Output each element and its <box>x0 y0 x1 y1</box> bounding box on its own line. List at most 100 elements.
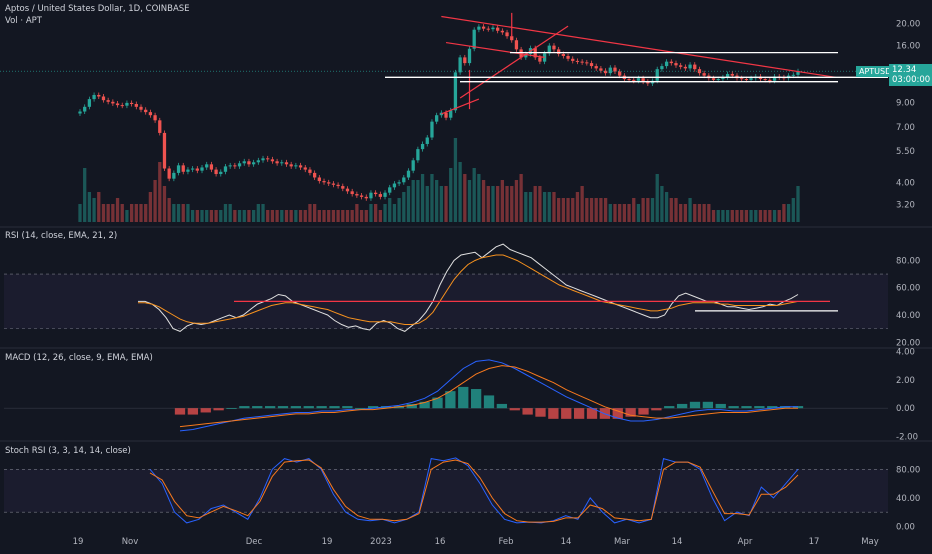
time-axis-tick: 17 <box>809 537 820 547</box>
candle-body <box>500 30 504 33</box>
volume-bar <box>754 210 758 222</box>
volume-bar <box>350 210 354 222</box>
volume-bar <box>782 204 786 222</box>
volume-bar <box>510 186 514 222</box>
volume-bar <box>256 204 260 222</box>
time-axis-tick: 14 <box>672 537 683 547</box>
volume-bar <box>144 204 148 222</box>
indicator-axis-tick: -2.00 <box>896 433 918 443</box>
volume-bar <box>566 198 570 222</box>
candle-body <box>298 165 303 168</box>
candle-body <box>256 160 260 163</box>
candle-body <box>435 115 439 122</box>
volume-bar <box>777 210 781 222</box>
candle-body <box>627 79 631 81</box>
volume-bar <box>439 186 443 222</box>
volume-bar <box>167 198 171 222</box>
breakout-trendline <box>459 25 569 99</box>
macd-histogram-bar <box>638 408 649 415</box>
candle-body <box>364 196 368 199</box>
candle-body <box>331 183 336 185</box>
candle-body <box>486 28 490 30</box>
volume-bar <box>374 204 378 222</box>
volume-bar <box>181 204 185 222</box>
volume-bar <box>402 192 406 222</box>
macd-histogram-bar <box>316 406 327 409</box>
candle-body <box>632 79 636 81</box>
macd-histogram-bar <box>303 406 314 409</box>
volume-bar <box>669 198 673 222</box>
candle-body <box>664 61 669 67</box>
candle-body <box>688 64 692 69</box>
candle-body <box>92 94 96 100</box>
macd-histogram-bar <box>277 406 289 409</box>
candle-body <box>237 163 242 167</box>
volume-bar <box>636 204 641 222</box>
volume-bar <box>115 198 120 222</box>
volume-bar <box>416 180 420 222</box>
symbol-title: Aptos / United States Dollar, 1D, COINBA… <box>5 4 190 14</box>
rsi-line <box>138 243 799 332</box>
indicator-axis-tick: 40.00 <box>896 494 920 504</box>
volume-bar <box>505 186 509 222</box>
volume-bar <box>83 168 87 222</box>
volume-bar <box>646 198 650 222</box>
candle-body <box>589 63 594 67</box>
candle-body <box>524 53 528 58</box>
macd-histogram-bar <box>535 408 546 417</box>
candle-body <box>214 169 218 175</box>
volume-label: Vol · APT <box>5 16 42 26</box>
candle-body <box>350 191 354 195</box>
band-fill <box>4 469 888 513</box>
candle-body <box>186 169 190 172</box>
descending-trendline <box>441 15 836 78</box>
candle-body <box>228 165 232 167</box>
volume-bar <box>552 192 556 222</box>
volume-bar <box>327 210 331 222</box>
stoch-title: Stoch RSI (3, 3, 14, 14, close) <box>5 446 131 456</box>
volume-bar <box>355 204 359 222</box>
volume-bar <box>392 204 397 222</box>
volume-bar <box>289 210 293 222</box>
indicator-axis-tick: 40.00 <box>896 311 920 321</box>
volume-bar <box>589 198 594 222</box>
macd-histogram-bar <box>573 408 585 419</box>
last-price-box: 12.34 03:00:00 <box>889 64 932 86</box>
macd-histogram-bar <box>367 406 379 409</box>
indicator-axis-tick: 2.00 <box>896 376 915 386</box>
candle-body <box>327 182 331 184</box>
candle-body <box>251 162 256 165</box>
candle-body <box>561 53 566 57</box>
candle-body <box>78 111 82 114</box>
volume-bar <box>312 204 317 222</box>
volume-bar <box>219 210 223 222</box>
volume-bar <box>721 210 725 222</box>
candle-body <box>322 181 326 183</box>
macd-histogram-bar <box>496 403 508 409</box>
volume-bar <box>791 198 795 222</box>
volume-bar <box>214 210 218 222</box>
candle-body <box>683 66 688 69</box>
volume-bar <box>261 204 265 222</box>
candle-body <box>148 112 153 116</box>
candle-body <box>679 65 683 67</box>
candle-body <box>505 32 509 37</box>
candle-body <box>270 159 275 162</box>
macd-histogram-bar <box>754 406 765 409</box>
volume-bar <box>580 186 584 222</box>
macd-histogram-bar <box>625 408 636 417</box>
volume-bar <box>294 210 298 222</box>
volume-bar <box>139 204 143 222</box>
volume-bar <box>533 186 537 222</box>
rsi-title: RSI (14, close, EMA, 21, 2) <box>5 231 118 241</box>
time-axis-tick: Feb <box>498 537 513 547</box>
volume-bar <box>491 186 495 222</box>
indicator-axis-tick: 60.00 <box>896 284 920 294</box>
candle-body <box>280 162 284 164</box>
macd-histogram-bar <box>458 386 469 409</box>
price-axis-tick: 3.20 <box>896 200 915 210</box>
candle-body <box>711 78 716 80</box>
candle-body <box>453 72 458 111</box>
macd-histogram-bar <box>586 408 598 419</box>
